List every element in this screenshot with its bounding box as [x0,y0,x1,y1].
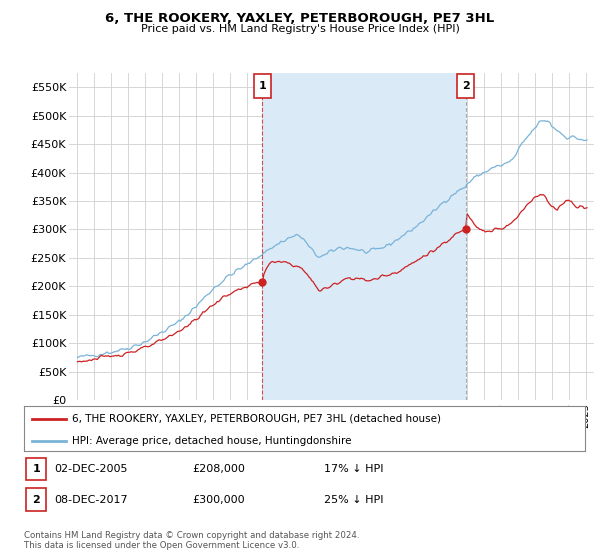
Text: 6, THE ROOKERY, YAXLEY, PETERBOROUGH, PE7 3HL (detached house): 6, THE ROOKERY, YAXLEY, PETERBOROUGH, PE… [71,413,440,423]
Text: £300,000: £300,000 [192,494,245,505]
Text: HPI: Average price, detached house, Huntingdonshire: HPI: Average price, detached house, Hunt… [71,436,351,446]
Text: 17% ↓ HPI: 17% ↓ HPI [324,464,383,474]
Text: Contains HM Land Registry data © Crown copyright and database right 2024.
This d: Contains HM Land Registry data © Crown c… [24,530,359,550]
Text: 1: 1 [259,81,266,91]
FancyBboxPatch shape [254,73,271,98]
Text: £208,000: £208,000 [192,464,245,474]
Text: 2: 2 [32,494,40,505]
Text: 08-DEC-2017: 08-DEC-2017 [54,494,128,505]
Text: 25% ↓ HPI: 25% ↓ HPI [324,494,383,505]
Text: 6, THE ROOKERY, YAXLEY, PETERBOROUGH, PE7 3HL: 6, THE ROOKERY, YAXLEY, PETERBOROUGH, PE… [106,12,494,25]
Bar [262,73,466,400]
FancyBboxPatch shape [457,73,474,98]
Text: 2: 2 [462,81,470,91]
Text: 1: 1 [32,464,40,474]
Text: 02-DEC-2005: 02-DEC-2005 [54,464,128,474]
Text: Price paid vs. HM Land Registry's House Price Index (HPI): Price paid vs. HM Land Registry's House … [140,24,460,34]
